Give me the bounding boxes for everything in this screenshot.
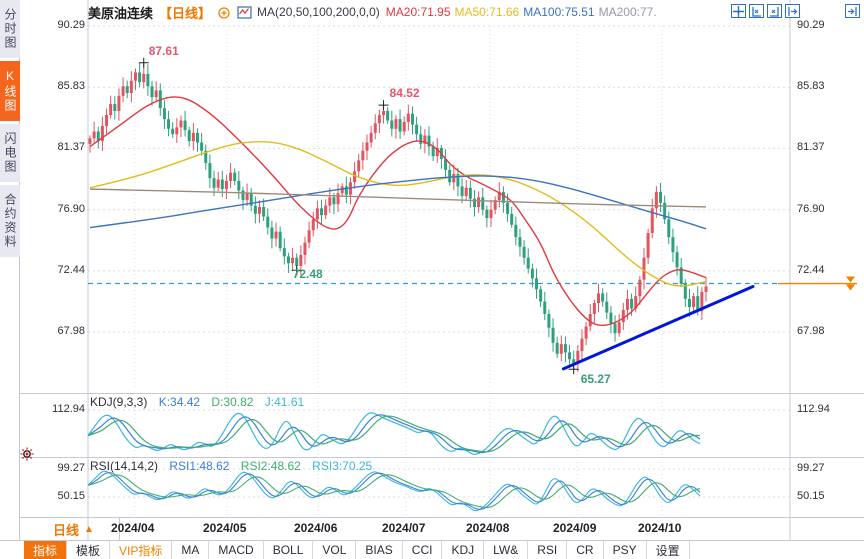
price-annotation: 87.61 [148, 43, 179, 58]
y-axis-label: 90.29 [57, 19, 85, 31]
add-indicator-icon[interactable] [217, 5, 231, 19]
y-axis-label: 81.37 [797, 141, 825, 154]
indicator-settings-icon[interactable] [237, 5, 252, 19]
kdj-j-value: J:41.61 [264, 395, 305, 409]
scale-right-axis-icon[interactable] [767, 4, 782, 18]
rsi1-line [87, 472, 701, 510]
candlestick-chart-canvas[interactable] [0, 0, 864, 540]
tab-KDJ[interactable]: KDJ [442, 541, 485, 559]
tab-VIP指标[interactable]: VIP指标 [110, 541, 173, 559]
ma200-line [89, 188, 707, 208]
ma50-line [89, 141, 707, 287]
y-axis-label: 76.90 [57, 202, 85, 215]
ma-value: MA50:71.66 [454, 5, 520, 19]
y-axis-label: 81.37 [57, 141, 85, 154]
x-axis-label: 2024/04 [111, 521, 155, 535]
triangle-up-icon: ▲ [84, 523, 94, 535]
rsi3-line [87, 470, 701, 512]
collapse-panel-icon[interactable] [845, 4, 860, 18]
sidebar-item-1[interactable]: 分时图 [0, 0, 20, 58]
tab-指标[interactable]: 指标 [24, 541, 68, 559]
period-label: 日线 [53, 522, 80, 538]
left-sidebar: 分时图 K线图闪电图合约资料 [0, 0, 20, 559]
tab-MACD[interactable]: MACD [209, 541, 264, 559]
y-axis-label: 99.27 [797, 462, 825, 474]
price-marker-icon [846, 276, 855, 283]
ma-value: MA100:75.51 [523, 5, 595, 19]
extreme-cross-marker [138, 57, 149, 68]
tab-CR[interactable]: CR [567, 541, 604, 559]
chart-toolbar [731, 4, 800, 18]
ma20-line [89, 96, 707, 327]
sidebar-item-2[interactable]: K线图 [0, 61, 20, 121]
y-axis-label: 85.83 [797, 80, 825, 93]
pan-right-icon[interactable] [785, 4, 800, 18]
y-axis-label: 50.15 [797, 490, 825, 502]
x-axis-label: 2024/06 [294, 521, 338, 535]
price-annotation: 84.52 [389, 86, 420, 101]
y-axis-label: 72.44 [797, 263, 825, 276]
price-annotation: 65.27 [580, 372, 611, 387]
x-axis-label: 2024/05 [203, 521, 247, 535]
rsi-panel-header[interactable]: RSI(14,14,2) RSI1:48.62 RSI2:48.62 RSI3:… [90, 459, 380, 473]
y-axis-label: 112.94 [797, 403, 830, 415]
scale-left-axis-icon[interactable] [749, 4, 764, 18]
x-axis-label: 2024/09 [553, 521, 597, 535]
y-axis-label: 72.44 [57, 263, 85, 276]
extreme-cross-marker [378, 100, 389, 111]
tab-MA[interactable]: MA [172, 541, 210, 559]
kdj-d-value: D:30.82 [211, 395, 254, 409]
period-selector-button[interactable]: 日线 ▲ [28, 518, 120, 540]
trend-line [561, 285, 755, 371]
extreme-cross-marker [291, 265, 302, 276]
kdj-panel-header[interactable]: KDJ(9,3,3) K:34.42 D:30.82 J:41.61 [90, 395, 312, 409]
y-axis-label: 50.15 [57, 490, 85, 502]
x-axis-label: 2024/08 [466, 521, 510, 535]
tab-BIAS[interactable]: BIAS [356, 541, 403, 559]
tab-RSI[interactable]: RSI [528, 541, 568, 559]
ma-values: MA20:71.95 MA50:71.66 MA100:75.51 MA200:77. [386, 3, 661, 21]
tab-模板[interactable]: 模板 [67, 541, 111, 559]
symbol-title: 美原油连续 [88, 5, 154, 21]
ma100-line [89, 175, 707, 230]
kdj-title: KDJ(9,3,3) [90, 395, 148, 409]
rsi1-value: RSI1:48.62 [169, 459, 230, 473]
rsi2-value: RSI2:48.62 [240, 459, 301, 473]
price-annotation: 72.48 [292, 267, 323, 282]
tab-PSY[interactable]: PSY [604, 541, 647, 559]
y-axis-label: 112.94 [52, 403, 85, 415]
x-axis-label: 2024/10 [638, 521, 682, 535]
kdj-d-line [87, 415, 701, 453]
tab-VOL[interactable]: VOL [313, 541, 357, 559]
chart-header: 美原油连续 【日线】 MA(20,50,100,200,0,0) MA20:71… [88, 3, 661, 21]
ma-params-label[interactable]: MA(20,50,100,200,0,0) [257, 5, 380, 19]
ma-value: MA200:77. [598, 5, 657, 19]
indicator-tab-bar: 指标 模板 VIP指标 MA MACD BOLL VOL BIAS CCI KDJ LW& RSI CR… [0, 540, 864, 559]
sidebar-item-3[interactable]: 闪电图 [0, 124, 20, 182]
ma-value: MA20:71.95 [385, 5, 451, 19]
kdj-j-line [87, 412, 701, 455]
crosshair-icon[interactable] [731, 4, 746, 18]
tab-设置[interactable]: 设置 [647, 541, 690, 559]
x-axis-label: 2024/07 [382, 521, 426, 535]
tab-CCI[interactable]: CCI [403, 541, 443, 559]
y-axis-label: 85.83 [57, 80, 85, 93]
tab-BOLL[interactable]: BOLL [264, 541, 314, 559]
y-axis-label: 67.98 [797, 325, 825, 338]
rsi2-line [87, 474, 701, 509]
rsi3-value: RSI3:70.25 [312, 459, 373, 473]
y-axis-label: 67.98 [57, 325, 85, 338]
kdj-k-value: K:34.42 [158, 395, 201, 409]
y-axis-label: 90.29 [797, 19, 825, 31]
y-axis-label: 99.27 [57, 462, 85, 474]
tab-LW&[interactable]: LW& [484, 541, 529, 559]
rsi-title: RSI(14,14,2) [90, 459, 159, 473]
sidebar-item-4[interactable]: 合约资料 [0, 185, 20, 257]
period-tag: 【日线】 [159, 5, 212, 21]
y-axis-label: 76.90 [797, 202, 825, 215]
extreme-cross-marker [568, 364, 579, 375]
recording-flash-icon[interactable] [20, 447, 34, 466]
